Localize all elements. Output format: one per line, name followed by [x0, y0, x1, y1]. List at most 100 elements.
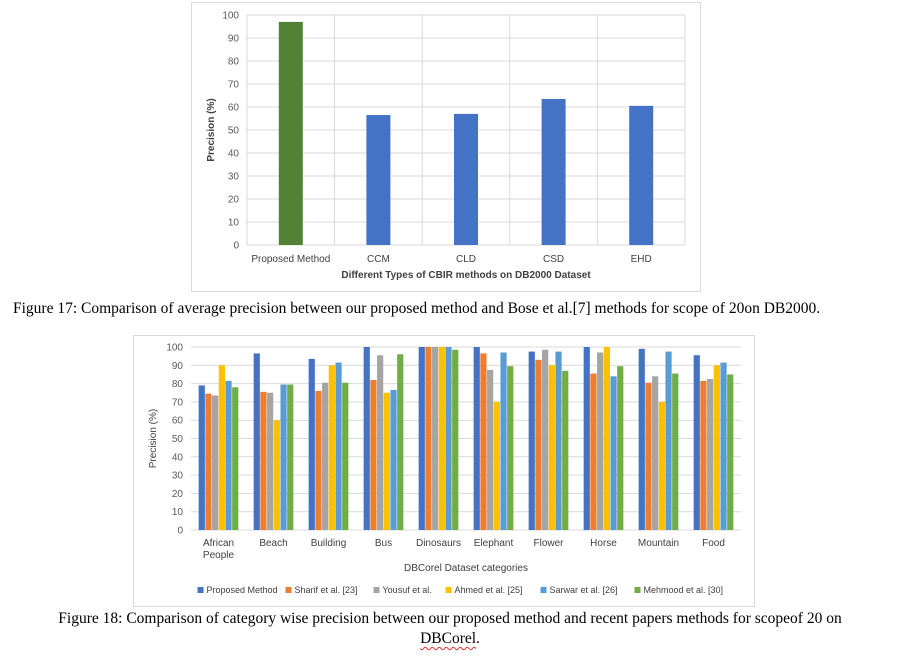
y-tick-label: 30 [228, 172, 240, 183]
bar-building-series-3 [322, 382, 329, 530]
bar-cld [454, 113, 478, 246]
legend-swatch [445, 587, 452, 593]
y-tick-label: 20 [172, 489, 184, 500]
bar-african-people-series-3 [212, 395, 219, 530]
y-tick-label: 30 [172, 471, 184, 482]
bar-mountain-series-6 [672, 373, 679, 530]
y-tick-label: 60 [228, 103, 240, 114]
legend-swatch [634, 587, 641, 593]
bar-food-series-1 [693, 355, 700, 530]
x-category-label: EHD [631, 254, 652, 265]
x-category-label: Proposed Method [251, 254, 330, 265]
bar-food-series-4 [713, 365, 720, 530]
y-tick-label: 20 [228, 195, 240, 206]
legend-swatch [285, 587, 292, 593]
figure-17-caption: Figure 17: Comparison of average precisi… [13, 300, 821, 317]
figure-18-caption: Figure 18: Comparison of category wise p… [20, 609, 880, 649]
bar-horse-series-1 [583, 347, 590, 530]
y-tick-label: 10 [172, 507, 184, 518]
figure-18-caption-main: Figure 18: Comparison of category wise p… [58, 610, 842, 627]
bar-csd [541, 98, 566, 245]
bar-flower-series-6 [562, 370, 569, 530]
x-axis-title: Different Types of CBIR methods on DB200… [341, 270, 591, 281]
x-category-label: CLD [456, 254, 476, 265]
bar-mountain-series-3 [652, 376, 659, 530]
y-tick-label: 70 [172, 397, 184, 408]
legend-swatch [540, 587, 547, 593]
legend-label: Sarwar et al. [26] [550, 585, 618, 595]
bar-mountain-series-5 [665, 351, 672, 530]
bar-african-people-series-2 [205, 393, 212, 530]
bar-dinosaurs-series-4 [438, 347, 445, 530]
bar-beach-series-5 [280, 384, 287, 530]
bar-african-people-series-4 [218, 365, 225, 530]
bar-african-people-series-1 [198, 385, 205, 530]
x-axis-title: DBCorel Dataset categories [404, 563, 528, 574]
bar-beach-series-2 [260, 391, 267, 530]
bar-elephant-series-3 [487, 369, 494, 530]
y-tick-label: 70 [228, 80, 240, 91]
bar-dinosaurs-series-5 [445, 347, 452, 530]
y-tick-label: 0 [177, 526, 183, 537]
bar-building-series-1 [308, 358, 315, 530]
bar-flower-series-3 [542, 349, 549, 530]
y-tick-label: 60 [172, 416, 184, 427]
bar-beach-series-3 [267, 392, 274, 530]
bar-bus-series-3 [377, 355, 384, 530]
bar-elephant-series-6 [507, 366, 514, 530]
bar-flower-series-4 [548, 365, 555, 530]
bar-horse-series-2 [590, 373, 597, 530]
bar-food-series-3 [707, 379, 714, 530]
x-category-label: Elephant [474, 538, 514, 549]
bar-bus-series-2 [370, 379, 377, 530]
x-category-label-line2: People [203, 550, 235, 561]
bar-flower-series-5 [555, 351, 562, 530]
y-tick-label: 80 [228, 57, 240, 68]
legend-swatch [197, 587, 204, 593]
bar-dinosaurs-series-1 [418, 347, 425, 530]
bar-elephant-series-4 [493, 401, 500, 530]
y-tick-label: 40 [228, 149, 240, 160]
legend-label: Proposed Method [207, 585, 278, 595]
x-category-label: Bus [375, 538, 392, 549]
y-axis-title: Precision (%) [148, 409, 159, 468]
y-axis-title: Precision (%) [206, 98, 217, 161]
bar-dinosaurs-series-2 [425, 347, 432, 530]
y-tick-label: 50 [228, 126, 240, 137]
bar-dinosaurs-series-3 [432, 347, 439, 530]
x-category-label: African [203, 538, 234, 549]
legend-swatch [373, 587, 380, 593]
bar-beach-series-6 [287, 384, 294, 530]
bar-ccm [366, 115, 391, 245]
legend-label: Yousuf et al. [383, 585, 432, 595]
bar-horse-series-3 [597, 352, 604, 530]
legend-label: Sharif et al. [23] [295, 585, 358, 595]
bar-african-people-series-5 [225, 380, 232, 530]
chart-precision-dbcorel: 0 10 20 30 40 50 60 70 80 90 100 African People Beach… [133, 335, 755, 607]
bar-horse-series-6 [617, 366, 624, 530]
bar-building-series-2 [315, 390, 322, 530]
y-tick-label: 100 [166, 343, 183, 354]
bar-food-series-6 [727, 374, 734, 530]
x-category-label: Flower [533, 538, 564, 549]
x-category-label: Dinosaurs [416, 538, 461, 549]
y-tick-label: 90 [228, 34, 240, 45]
bar-flower-series-2 [535, 359, 542, 530]
y-tick-label: 80 [172, 379, 184, 390]
bar-building-series-6 [342, 382, 349, 530]
bar-mountain-series-1 [638, 348, 645, 530]
bar-elephant-series-2 [480, 353, 487, 530]
chart-precision-db2000: 0 10 20 30 40 50 60 70 80 90 100 Proposed Method CCM… [191, 2, 701, 292]
bar-elephant-series-5 [500, 352, 507, 530]
bar-bus-series-1 [363, 347, 370, 530]
bar-horse-series-5 [610, 376, 617, 530]
figure-18-caption-period: . [476, 630, 480, 647]
bar-mountain-series-2 [645, 382, 652, 530]
figure-18-caption-dataset-word: DBCorel [420, 630, 477, 647]
bar-beach-series-1 [253, 353, 260, 530]
bar-horse-series-4 [603, 347, 610, 530]
y-tick-label: 10 [228, 218, 240, 229]
x-category-label: CSD [543, 254, 564, 265]
bar-mountain-series-4 [658, 401, 665, 530]
legend-label: Ahmed et al. [25] [455, 585, 523, 595]
